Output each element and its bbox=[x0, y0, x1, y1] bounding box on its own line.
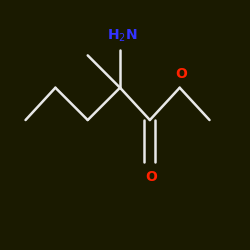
Text: H$_2$N: H$_2$N bbox=[107, 28, 138, 44]
Text: O: O bbox=[145, 170, 157, 184]
Text: O: O bbox=[175, 68, 187, 82]
